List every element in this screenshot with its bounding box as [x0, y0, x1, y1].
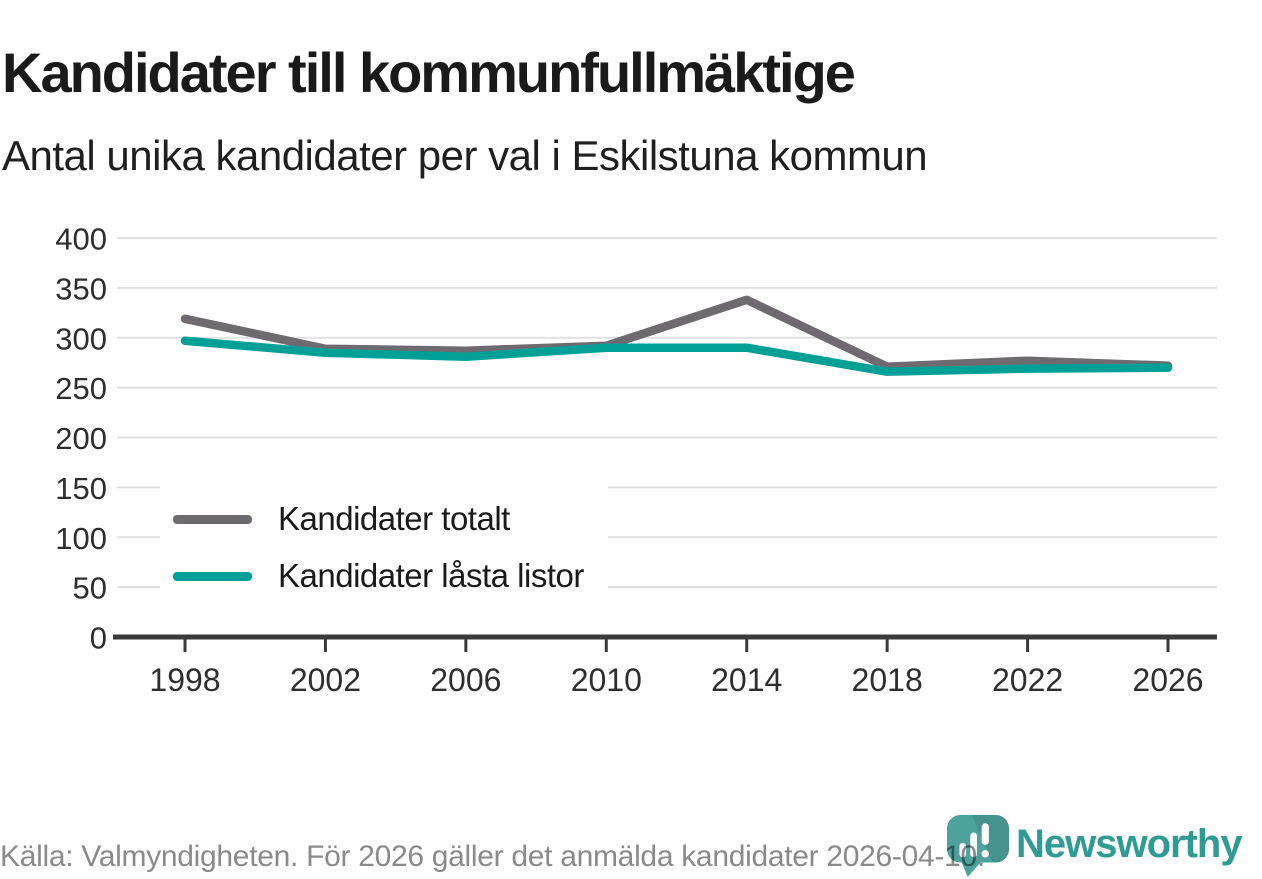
legend-item-kandidater-totalt: Kandidater totalt — [173, 499, 584, 539]
legend-swatch-gray-line-icon — [173, 514, 252, 524]
source-note: Källa: Valmyndigheten. För 2026 gäller d… — [0, 840, 985, 873]
legend-label-lasta-listor: Kandidater låsta listor — [278, 557, 584, 594]
chart-title: Kandidater till kommunfullmäktige — [2, 40, 856, 104]
svg-text:2010: 2010 — [571, 662, 642, 698]
svg-text:350: 350 — [55, 271, 107, 306]
svg-text:250: 250 — [55, 371, 107, 406]
chart-subtitle: Antal unika kandidater per val i Eskilst… — [2, 132, 928, 179]
legend-item-kandidater-lasta-listor: Kandidater låsta listor — [173, 556, 584, 596]
svg-text:1998: 1998 — [149, 662, 220, 698]
svg-text:300: 300 — [55, 321, 107, 356]
legend-label-totalt: Kandidater totalt — [278, 500, 510, 537]
newsworthy-logo: Newsworthy — [947, 815, 1243, 878]
svg-text:400: 400 — [55, 222, 107, 257]
svg-text:2014: 2014 — [711, 662, 782, 698]
newsworthy-pin-icon — [947, 815, 1009, 877]
chart-legend: Kandidater totalt Kandidater låsta listo… — [160, 483, 608, 610]
svg-text:2022: 2022 — [992, 662, 1063, 698]
svg-text:2018: 2018 — [852, 662, 923, 698]
svg-text:200: 200 — [55, 421, 107, 456]
svg-text:2002: 2002 — [290, 662, 361, 698]
legend-swatch-teal-line-icon — [173, 571, 252, 581]
svg-text:0: 0 — [90, 621, 107, 656]
svg-text:50: 50 — [73, 571, 107, 606]
newsworthy-wordmark: Newsworthy — [1016, 822, 1243, 866]
svg-text:150: 150 — [55, 471, 107, 506]
svg-text:100: 100 — [55, 521, 107, 556]
svg-text:2006: 2006 — [430, 662, 501, 698]
svg-text:2026: 2026 — [1132, 662, 1203, 698]
